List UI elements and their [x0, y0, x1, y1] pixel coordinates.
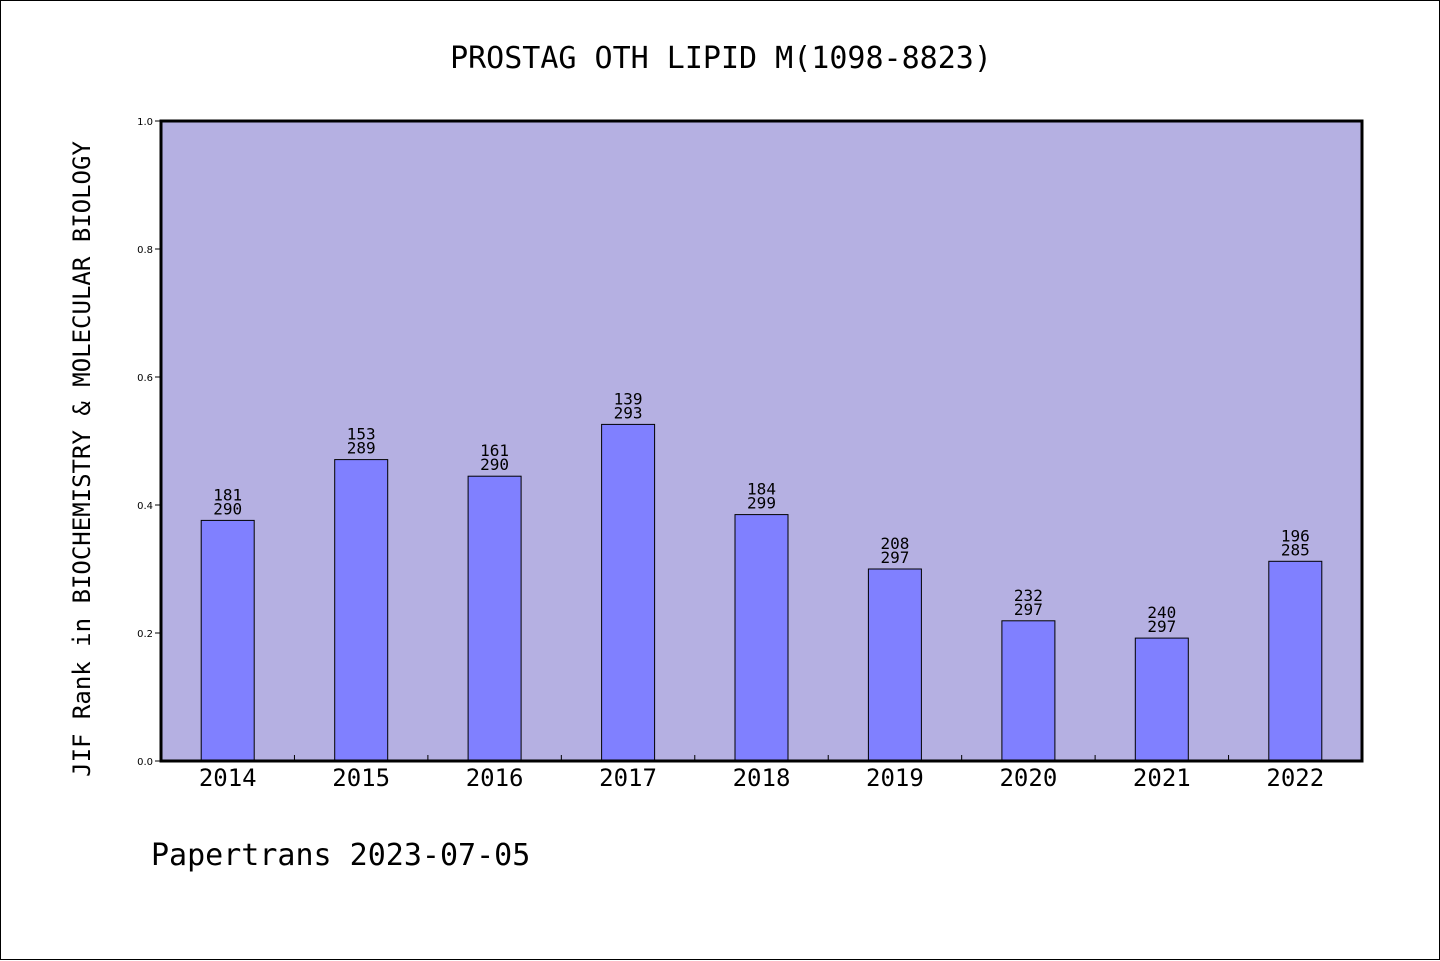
bar-2015 [334, 459, 389, 762]
bar-rank-label: 181 [213, 485, 242, 504]
bar-rank-label: 184 [747, 480, 776, 499]
y-tick-label: 0.2 [137, 629, 153, 640]
x-tick-label: 2018 [733, 764, 791, 792]
bar-rank-label: 232 [1014, 586, 1043, 605]
bar-total-label: 299 [747, 494, 776, 513]
bar-rank-label: 240 [1147, 603, 1176, 622]
bar-2014 [200, 519, 255, 762]
bar-total-label: 297 [1147, 617, 1176, 636]
x-tick-label: 2021 [1133, 764, 1191, 792]
x-tick-label: 2017 [599, 764, 657, 792]
y-tick-label: 1.0 [137, 117, 153, 128]
bar-2018 [734, 514, 789, 762]
plot-border [159, 119, 1364, 763]
bar-total-label: 290 [213, 499, 242, 518]
bar-rank-label: 161 [480, 441, 509, 460]
footer-credit: Papertrans 2023-07-05 [151, 838, 530, 873]
bar-2020 [1001, 620, 1056, 762]
x-axis-ticks: 2014 2015 2016 2017 2018 2019 2020 2021 2022 [199, 755, 1324, 792]
x-tick-label: 2019 [866, 764, 924, 792]
bar-total-label: 285 [1281, 540, 1310, 559]
x-tick-label: 2016 [466, 764, 524, 792]
bar-total-label: 297 [1014, 600, 1043, 619]
bar-rank-label: 153 [347, 425, 376, 444]
bar-2022 [1268, 560, 1323, 762]
bar-2019 [867, 568, 922, 762]
y-axis-label: JIF Rank in BIOCHEMISTRY & MOLECULAR BIO… [68, 141, 96, 777]
bar-total-label: 297 [880, 548, 909, 567]
x-tick-label: 2014 [199, 764, 257, 792]
bar-2017 [601, 423, 656, 762]
x-tick-label: 2022 [1266, 764, 1324, 792]
bar-2016 [467, 475, 522, 762]
y-tick-label: 0.6 [137, 373, 153, 384]
y-tick-label: 0.0 [137, 757, 153, 768]
chart-title: PROSTAG OTH LIPID M(1098-8823) [450, 41, 992, 76]
bar-total-label: 290 [480, 455, 509, 474]
bar-total-label: 289 [347, 439, 376, 458]
bar-rank-label: 208 [880, 534, 909, 553]
y-tick-label: 0.4 [137, 501, 153, 512]
bar-rank-label: 139 [614, 389, 643, 408]
bar-2021 [1134, 637, 1189, 762]
y-tick-label: 0.8 [137, 245, 153, 256]
x-tick-label: 2020 [999, 764, 1057, 792]
bar-rank-label: 196 [1281, 526, 1310, 545]
y-axis-ticks: 0.0 0.2 0.4 0.6 0.8 1.0 [137, 117, 161, 768]
x-tick-label: 2015 [332, 764, 390, 792]
bar-total-label: 293 [614, 403, 643, 422]
